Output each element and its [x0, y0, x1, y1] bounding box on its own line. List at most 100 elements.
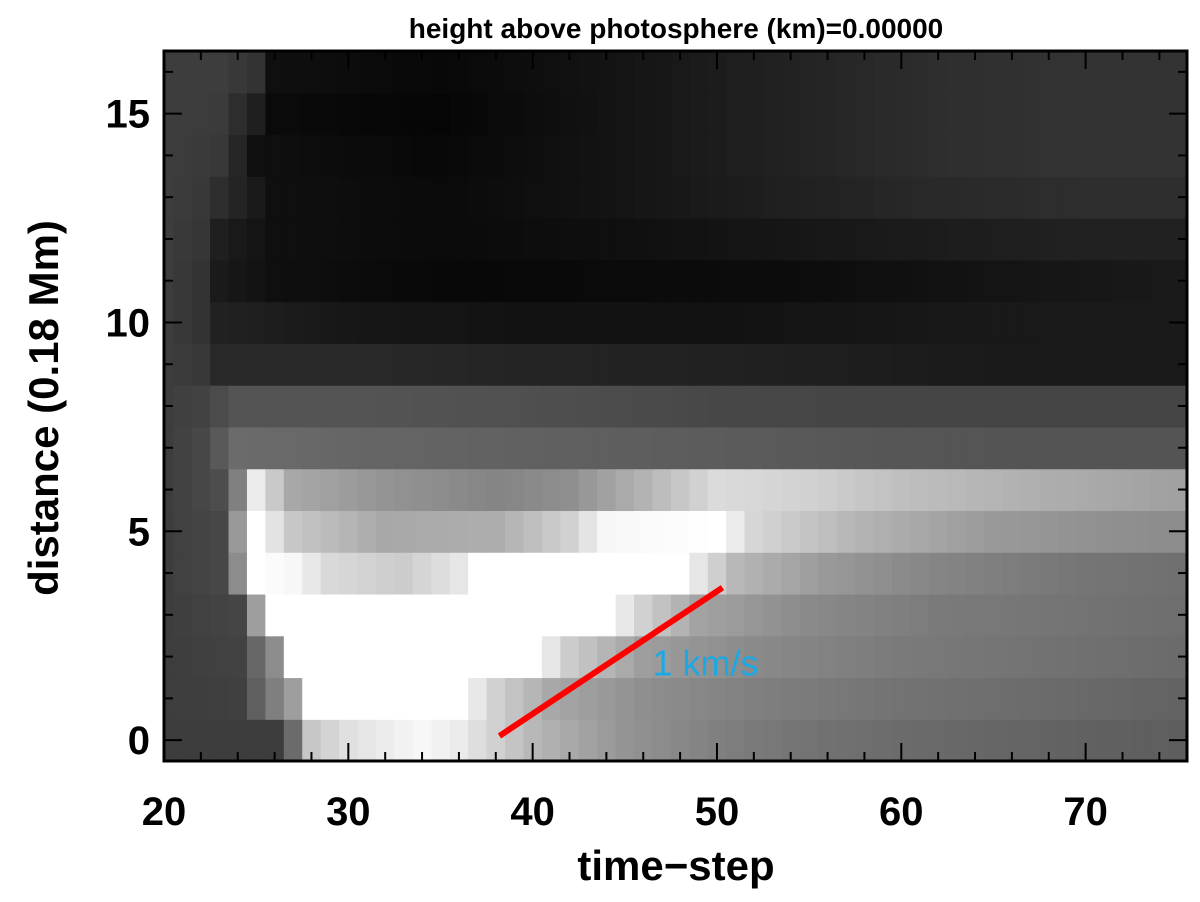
heatmap-cell	[984, 92, 1004, 136]
heatmap-cell	[394, 593, 414, 637]
heatmap-cell	[965, 468, 985, 512]
heatmap-cell	[505, 510, 525, 553]
heatmap-cell	[855, 468, 875, 512]
heatmap-cell	[505, 134, 525, 177]
heatmap-cell	[984, 677, 1004, 720]
annotations: 1 km/s	[497, 585, 758, 739]
heatmap-cell	[191, 552, 211, 595]
heatmap-cell	[228, 51, 248, 94]
heatmap-cell	[670, 468, 690, 512]
heatmap-cell	[1150, 510, 1170, 553]
heatmap-cell	[910, 134, 930, 177]
heatmap-cell	[1002, 218, 1022, 261]
heatmap-cell	[320, 593, 340, 637]
heatmap-cell	[431, 385, 451, 428]
heatmap-cell	[910, 468, 930, 512]
heatmap-cell	[173, 677, 193, 720]
heatmap-cell	[375, 301, 395, 344]
heatmap-cell	[947, 259, 967, 303]
heatmap-cell	[560, 301, 580, 344]
heatmap-cell	[523, 635, 543, 679]
heatmap-cell	[560, 719, 580, 762]
heatmap-cell	[1113, 677, 1133, 720]
heatmap-cell	[1113, 176, 1133, 219]
heatmap-cell	[744, 468, 764, 512]
heatmap-cell	[173, 134, 193, 177]
heatmap-cell	[246, 218, 266, 261]
heatmap-cell	[357, 259, 377, 303]
heatmap-cell	[1113, 593, 1133, 637]
heatmap-cell	[210, 92, 230, 136]
heatmap-cell	[283, 218, 303, 261]
heatmap-cell	[799, 218, 819, 261]
heatmap-cell	[394, 385, 414, 428]
heatmap-cell	[468, 593, 488, 637]
heatmap-cell	[468, 510, 488, 553]
heatmap-cell	[302, 92, 322, 136]
heatmap-cell	[246, 176, 266, 219]
heatmap-cell	[984, 719, 1004, 762]
heatmap-cell	[1021, 176, 1041, 219]
heatmap-cell	[1057, 468, 1077, 512]
heatmap-cell	[947, 134, 967, 177]
heatmap-cell	[1039, 593, 1059, 637]
heatmap-cell	[836, 218, 856, 261]
heatmap-cell	[339, 385, 359, 428]
heatmap-cell	[670, 426, 690, 470]
heatmap-cell	[1021, 552, 1041, 595]
heatmap-cell	[191, 134, 211, 177]
heatmap-cell	[799, 426, 819, 470]
heatmap-cell	[541, 385, 561, 428]
heatmap-cell	[781, 92, 801, 136]
heatmap-cell	[910, 51, 930, 94]
heatmap-cell	[449, 385, 469, 428]
heatmap-cell	[652, 301, 672, 344]
heatmap-cell	[357, 426, 377, 470]
heatmap-cell	[173, 719, 193, 762]
heatmap-cell	[1094, 134, 1114, 177]
heatmap-cell	[1150, 92, 1170, 136]
heatmap-cell	[947, 218, 967, 261]
heatmap-cell	[873, 301, 893, 344]
heatmap-cell	[1113, 218, 1133, 261]
heatmap-cell	[375, 259, 395, 303]
heatmap-cell	[1057, 719, 1077, 762]
heatmap-cell	[357, 593, 377, 637]
heatmap-cell	[468, 468, 488, 512]
heatmap-cell	[726, 552, 746, 595]
heatmap-cell	[468, 176, 488, 219]
heatmap-cell	[947, 426, 967, 470]
heatmap-cell	[726, 343, 746, 386]
heatmap-cell	[726, 176, 746, 219]
heatmap-cell	[744, 218, 764, 261]
y-tick-label: 5	[128, 510, 150, 554]
heatmap-cell	[265, 218, 285, 261]
heatmap-cell	[1150, 552, 1170, 595]
heatmap-cell	[615, 259, 635, 303]
heatmap-cell	[855, 552, 875, 595]
heatmap-cell	[818, 635, 838, 679]
heatmap-cell	[707, 677, 727, 720]
heatmap-cell	[375, 218, 395, 261]
heatmap-cell	[984, 635, 1004, 679]
heatmap-cell	[191, 719, 211, 762]
heatmap-cell	[652, 343, 672, 386]
velocity-label: 1 km/s	[652, 642, 758, 683]
heatmap-cell	[1057, 259, 1077, 303]
heatmap-cell	[873, 593, 893, 637]
heatmap-cell	[412, 593, 432, 637]
heatmap-cell	[1002, 259, 1022, 303]
heatmap-cell	[449, 635, 469, 679]
heatmap-cell	[210, 593, 230, 637]
heatmap-cell	[855, 134, 875, 177]
heatmap-cell	[763, 635, 783, 679]
heatmap-cell	[1076, 176, 1096, 219]
heatmap-cell	[965, 635, 985, 679]
heatmap-cell	[818, 218, 838, 261]
heatmap-cell	[412, 385, 432, 428]
heatmap-cell	[799, 301, 819, 344]
heatmap-cell	[652, 426, 672, 470]
heatmap-cell	[246, 385, 266, 428]
heatmap-cell	[818, 301, 838, 344]
heatmap-cell	[928, 301, 948, 344]
